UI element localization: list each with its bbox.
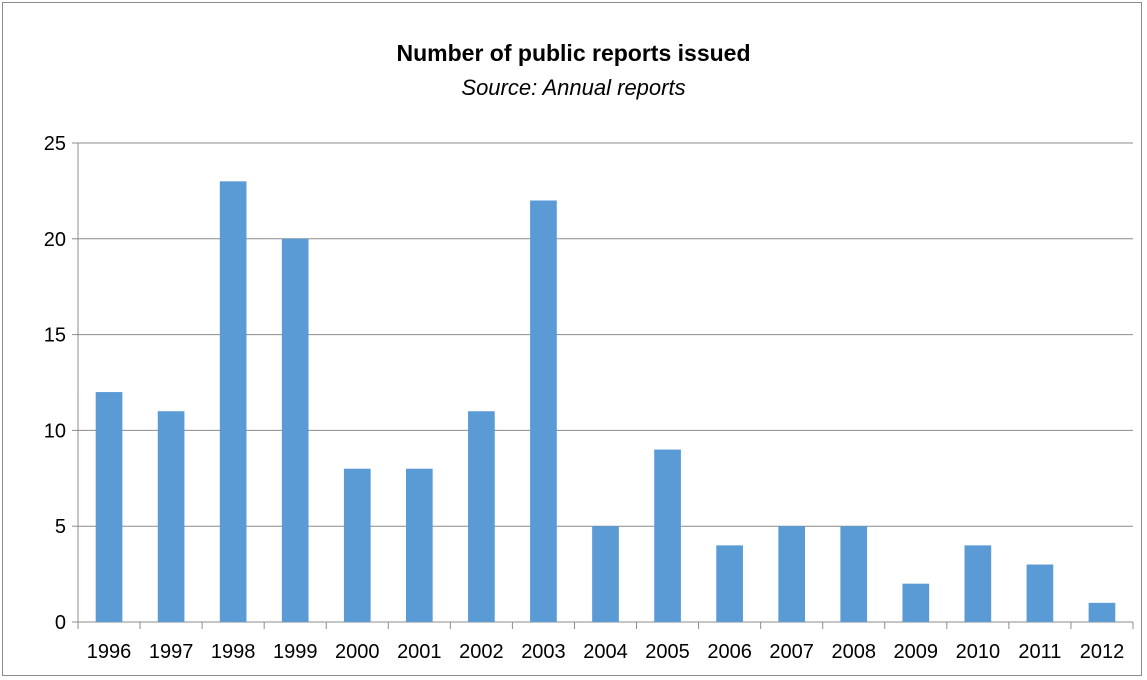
x-tick-label: 2011 [1018,641,1061,663]
x-tick-label: 2006 [707,641,752,663]
bar-2000 [343,468,371,622]
x-tick-label: 1996 [87,641,132,663]
bar-2005 [654,449,681,622]
bar-2012 [1088,602,1116,622]
bars [95,181,1116,623]
bar-1997 [157,411,185,622]
bar-2001 [405,468,433,622]
x-tick-label: 2007 [769,641,814,663]
bar-2009 [902,583,930,622]
x-tick-label: 2000 [335,641,380,663]
x-tick-label: 2008 [831,641,876,663]
bar-2004 [592,526,619,622]
x-tick-labels: 1996 1997 1998 1999 2000 2001 2002 2003 2004 2005… [87,641,1124,663]
x-tick-label: 2012 [1080,641,1125,663]
gridlines [78,142,1133,527]
y-tick-label: 0 [55,612,66,634]
x-tick-label: 2010 [956,641,1001,663]
bar-1996 [95,392,123,622]
x-tick-label: 2002 [459,641,504,663]
x-tick-label: 2004 [583,641,628,663]
bar-1999 [281,238,309,623]
bar-2002 [468,411,495,622]
x-tick-label: 1998 [211,641,256,663]
y-tick-labels: 0 5 10 15 20 25 [44,133,66,634]
y-tick-label: 5 [55,516,66,538]
bar-2007 [778,526,806,622]
y-tick-label: 20 [44,229,66,251]
chart-title: Number of public reports issued [396,40,751,66]
bar-2008 [840,526,868,622]
y-tick-label: 15 [44,325,66,347]
y-tick-label: 25 [44,133,66,155]
bar-2006 [716,545,743,622]
y-tick-label: 10 [44,420,66,442]
bar-2010 [964,545,992,622]
x-tick-label: 2005 [645,641,690,663]
x-tick-label: 1997 [149,641,194,663]
chart-subtitle: Source: Annual reports [461,75,686,100]
x-tick-label: 2001 [397,641,442,663]
bar-2011 [1026,564,1054,622]
bar-1998 [219,181,247,622]
x-tick-label: 2009 [894,641,939,663]
bar-2003 [530,200,557,623]
x-tick-label: 2003 [521,641,566,663]
x-tick-label: 1999 [273,641,318,663]
